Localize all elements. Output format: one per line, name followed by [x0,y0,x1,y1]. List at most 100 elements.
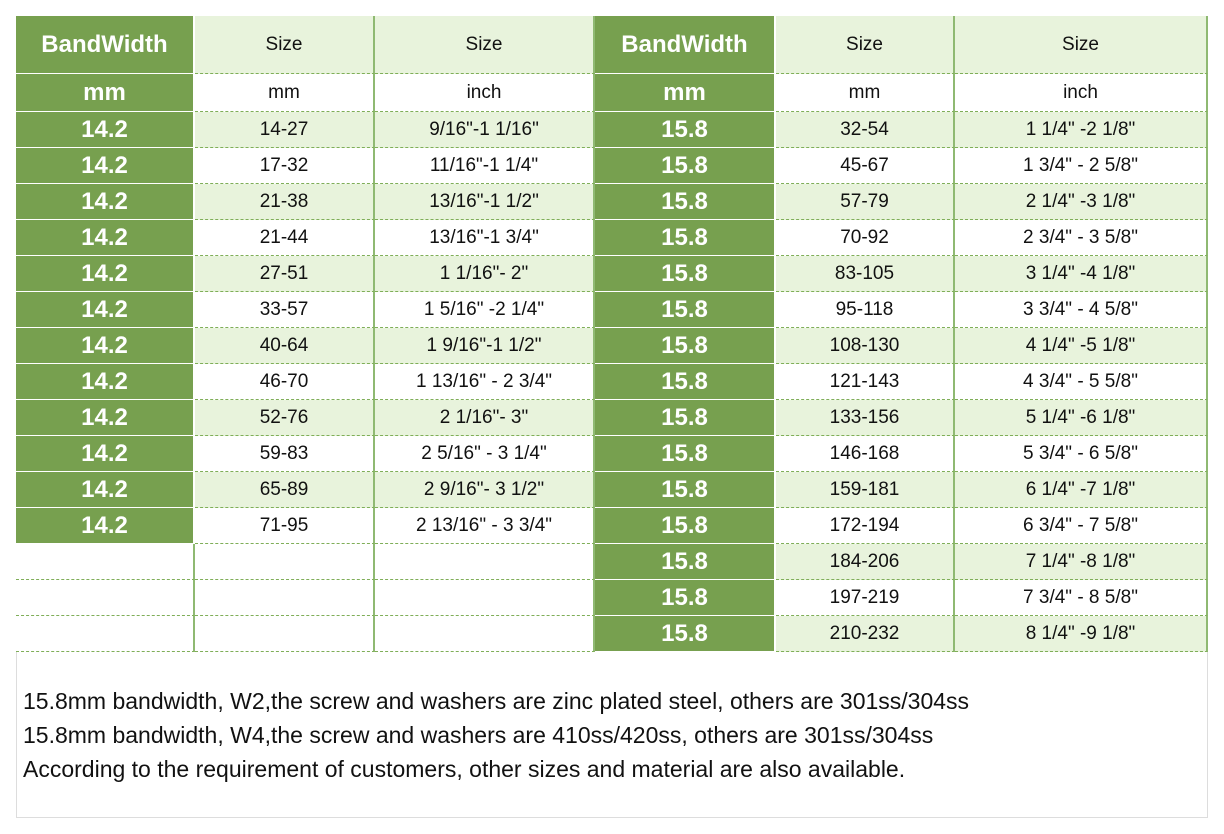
data-cell: 15.8 [595,436,776,472]
data-cell: 52-76 [195,400,375,436]
data-cell: 121-143 [776,364,955,400]
data-cell: 146-168 [776,436,955,472]
header-cell: Size [776,16,955,74]
unit-cell: mm [16,74,195,112]
data-cell: 14.2 [16,112,195,148]
data-cell: 33-57 [195,292,375,328]
data-cell: 45-67 [776,148,955,184]
data-cell: 184-206 [776,544,955,580]
data-cell: 15.8 [595,148,776,184]
data-cell: 15.8 [595,256,776,292]
unit-cell: inch [955,74,1208,112]
data-cell: 71-95 [195,508,375,544]
data-cell: 13/16"-1 1/2" [375,184,595,220]
data-cell: 7 1/4" -8 1/8" [955,544,1208,580]
header-cell: Size [375,16,595,74]
data-cell: 1 9/16"-1 1/2" [375,328,595,364]
header-cell: Size [195,16,375,74]
data-cell: 2 1/16"- 3" [375,400,595,436]
data-cell: 14.2 [16,184,195,220]
header-cell: BandWidth [16,16,195,74]
data-cell: 14.2 [16,148,195,184]
data-cell: 2 1/4" -3 1/8" [955,184,1208,220]
data-cell: 15.8 [595,580,776,616]
empty-cell [375,580,595,616]
data-cell: 83-105 [776,256,955,292]
data-cell: 3 1/4" -4 1/8" [955,256,1208,292]
data-cell: 1 1/4" -2 1/8" [955,112,1208,148]
empty-cell [375,544,595,580]
header-cell: BandWidth [595,16,776,74]
data-cell: 15.8 [595,184,776,220]
empty-cell [195,580,375,616]
data-cell: 14.2 [16,508,195,544]
data-cell: 2 5/16" - 3 1/4" [375,436,595,472]
data-cell: 4 3/4" - 5 5/8" [955,364,1208,400]
data-cell: 21-44 [195,220,375,256]
data-cell: 8 1/4" -9 1/8" [955,616,1208,652]
data-cell: 2 3/4" - 3 5/8" [955,220,1208,256]
data-cell: 14.2 [16,256,195,292]
data-cell: 32-54 [776,112,955,148]
empty-cell [375,616,595,652]
notes: 15.8mm bandwidth, W2,the screw and washe… [16,652,1208,818]
empty-cell [195,544,375,580]
data-cell: 46-70 [195,364,375,400]
empty-cell [16,616,195,652]
data-cell: 14.2 [16,328,195,364]
data-cell: 159-181 [776,472,955,508]
data-cell: 1 5/16" -2 1/4" [375,292,595,328]
data-cell: 14.2 [16,220,195,256]
data-cell: 133-156 [776,400,955,436]
empty-cell [16,580,195,616]
data-cell: 14-27 [195,112,375,148]
data-cell: 40-64 [195,328,375,364]
data-cell: 2 13/16" - 3 3/4" [375,508,595,544]
data-cell: 197-219 [776,580,955,616]
unit-cell: inch [375,74,595,112]
data-cell: 210-232 [776,616,955,652]
unit-cell: mm [195,74,375,112]
note-line: 15.8mm bandwidth, W4,the screw and washe… [23,722,934,748]
data-cell: 15.8 [595,472,776,508]
data-cell: 59-83 [195,436,375,472]
data-cell: 14.2 [16,400,195,436]
data-cell: 4 1/4" -5 1/8" [955,328,1208,364]
data-cell: 2 9/16"- 3 1/2" [375,472,595,508]
empty-cell [195,616,375,652]
data-cell: 15.8 [595,292,776,328]
header-cell: Size [955,16,1208,74]
data-cell: 5 3/4" - 6 5/8" [955,436,1208,472]
data-cell: 15.8 [595,220,776,256]
data-cell: 65-89 [195,472,375,508]
data-cell: 7 3/4" - 8 5/8" [955,580,1208,616]
data-cell: 5 1/4" -6 1/8" [955,400,1208,436]
data-cell: 1 13/16" - 2 3/4" [375,364,595,400]
data-cell: 14.2 [16,472,195,508]
data-cell: 95-118 [776,292,955,328]
unit-cell: mm [595,74,776,112]
data-cell: 14.2 [16,436,195,472]
data-cell: 15.8 [595,508,776,544]
data-cell: 172-194 [776,508,955,544]
data-cell: 21-38 [195,184,375,220]
data-cell: 6 1/4" -7 1/8" [955,472,1208,508]
note-line: 15.8mm bandwidth, W2,the screw and washe… [23,688,970,714]
data-cell: 11/16"-1 1/4" [375,148,595,184]
data-cell: 9/16"-1 1/16" [375,112,595,148]
data-cell: 1 1/16"- 2" [375,256,595,292]
data-cell: 108-130 [776,328,955,364]
data-cell: 27-51 [195,256,375,292]
data-cell: 15.8 [595,544,776,580]
data-cell: 15.8 [595,616,776,652]
data-cell: 13/16"-1 3/4" [375,220,595,256]
data-cell: 14.2 [16,364,195,400]
data-cell: 3 3/4" - 4 5/8" [955,292,1208,328]
unit-cell: mm [776,74,955,112]
data-cell: 15.8 [595,400,776,436]
data-cell: 6 3/4" - 7 5/8" [955,508,1208,544]
data-cell: 14.2 [16,292,195,328]
note-line: According to the requirement of customer… [23,756,906,782]
data-cell: 15.8 [595,112,776,148]
data-cell: 1 3/4" - 2 5/8" [955,148,1208,184]
